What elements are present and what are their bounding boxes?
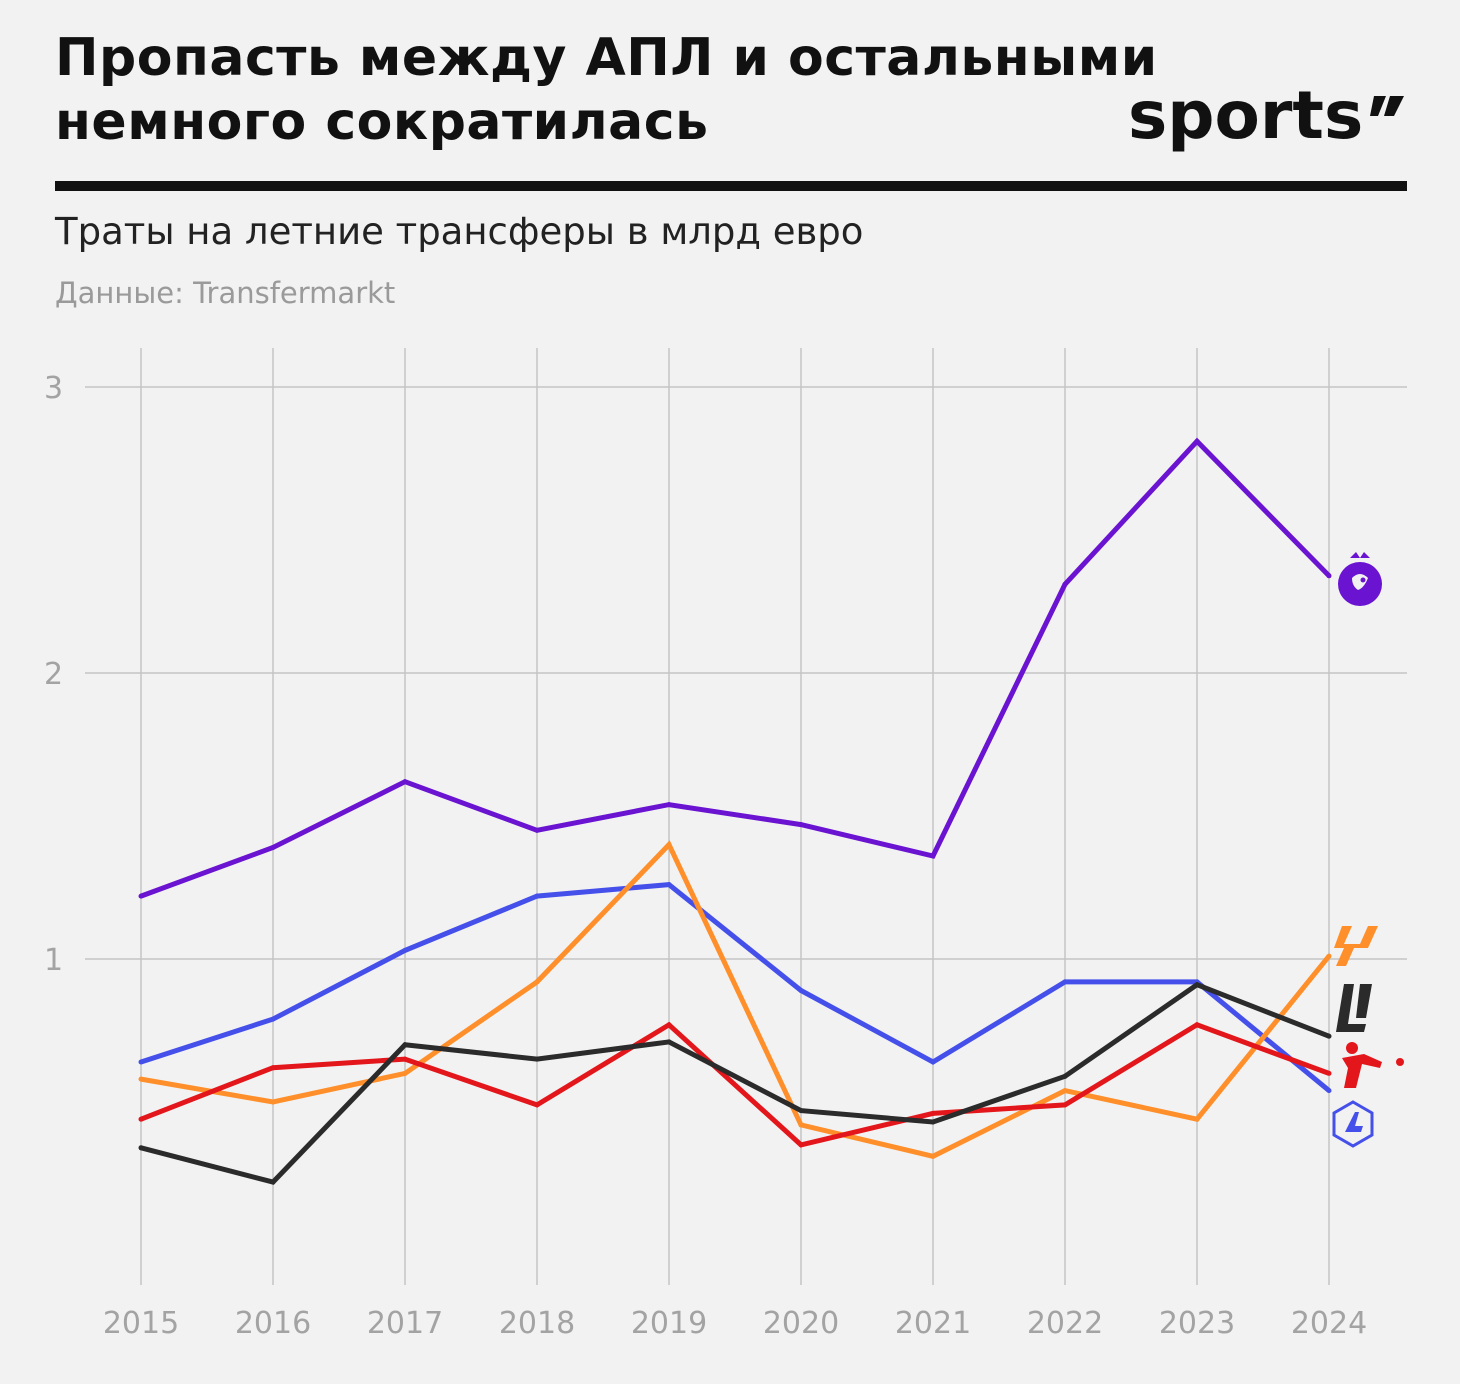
data-point [534, 979, 540, 985]
laliga-icon [1334, 926, 1378, 966]
y-tick-label: 3 [44, 371, 63, 406]
data-point [1062, 1088, 1068, 1094]
data-point [930, 1119, 936, 1125]
y-tick-label: 2 [44, 657, 63, 692]
data-point [1326, 1070, 1332, 1076]
brand-text: sports [1128, 82, 1363, 154]
brand-mark-icon [1370, 96, 1404, 116]
data-point [1194, 1116, 1200, 1122]
title-rule [55, 181, 1407, 191]
data-point [1326, 953, 1332, 959]
data-point [930, 1153, 936, 1159]
data-point [402, 1070, 408, 1076]
x-tick-label: 2021 [895, 1306, 971, 1341]
data-point [138, 1145, 144, 1151]
chart-grid [85, 348, 1407, 1285]
data-point [798, 988, 804, 993]
data-point [666, 842, 672, 848]
data-point [666, 1022, 672, 1028]
data-point [1194, 438, 1200, 444]
title-line-2: немного сократилась [55, 92, 709, 152]
series-line [140, 437, 1331, 899]
x-tick-label: 2015 [103, 1306, 179, 1341]
data-point [138, 1059, 144, 1065]
data-point [666, 802, 672, 808]
data-point [534, 827, 540, 833]
data-point [270, 1099, 276, 1105]
data-point [138, 1076, 144, 1082]
chart-subtitle: Траты на летние трансферы в млрд евро [55, 210, 864, 253]
data-point [1062, 979, 1068, 985]
series-line [140, 882, 1331, 1093]
data-point [798, 822, 804, 828]
data-point [1194, 982, 1200, 988]
data-point [1062, 1102, 1068, 1108]
serie-a-icon [1332, 1100, 1374, 1148]
data-point [798, 1122, 804, 1128]
series-line [140, 840, 1331, 1159]
data-point [270, 845, 276, 850]
sports-logo: sports [1128, 82, 1404, 154]
data-point [402, 1056, 408, 1062]
data-point [1326, 573, 1332, 579]
x-tick-label: 2018 [499, 1306, 575, 1341]
y-tick-label: 1 [44, 943, 63, 978]
data-point [138, 893, 144, 899]
data-source: Данные: Transfermarkt [55, 276, 396, 310]
league-icons [1332, 552, 1404, 1148]
data-point [402, 779, 408, 785]
data-point [534, 1102, 540, 1108]
x-tick-label: 2022 [1027, 1306, 1103, 1341]
data-point [402, 947, 408, 953]
x-tick-label: 2024 [1291, 1306, 1367, 1341]
data-point [534, 893, 540, 899]
data-point [270, 1065, 276, 1071]
chart-title: Пропасть между АПЛ и остальными немного … [55, 26, 1315, 154]
data-point [270, 1179, 276, 1185]
data-point [534, 1056, 540, 1062]
x-tick-label: 2019 [631, 1306, 707, 1341]
data-point [930, 1110, 936, 1116]
data-point [798, 1142, 804, 1148]
data-point [930, 853, 936, 859]
data-point [1194, 1022, 1200, 1028]
data-point [930, 1059, 936, 1065]
x-tick-label: 2020 [763, 1306, 839, 1341]
axis-labels: 2015 2016 2017 2018 2019 2020 2021 2022 2023 2024… [44, 371, 1367, 1341]
x-tick-label: 2017 [367, 1306, 443, 1341]
data-point [666, 1039, 672, 1045]
data-point [270, 1016, 276, 1022]
bundesliga-icon [1342, 1042, 1404, 1088]
data-point [666, 882, 672, 888]
chart-series [138, 437, 1332, 1185]
data-point [1326, 1033, 1332, 1039]
premier-league-lion-icon [1338, 552, 1382, 606]
data-point [138, 1116, 144, 1122]
ligue1-icon [1336, 984, 1372, 1032]
data-point [1062, 1073, 1068, 1079]
data-point [1326, 1088, 1332, 1094]
x-tick-label: 2023 [1159, 1306, 1235, 1341]
data-point [798, 1108, 804, 1114]
x-tick-label: 2016 [235, 1306, 311, 1341]
data-point [402, 1042, 408, 1048]
series-line [140, 981, 1330, 1185]
data-point [1062, 581, 1068, 587]
title-line-1: Пропасть между АПЛ и остальными [55, 28, 1158, 88]
series-line [140, 1021, 1330, 1148]
